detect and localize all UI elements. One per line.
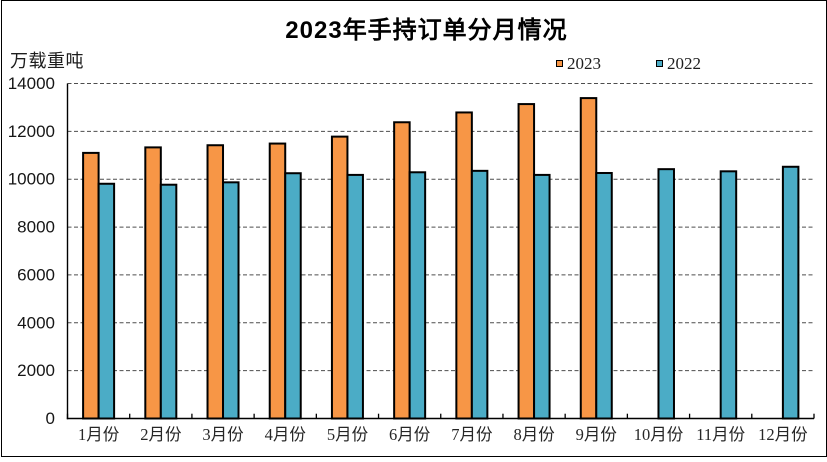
legend-item-2023: 2023 xyxy=(556,53,601,73)
x-tick-label-9月份: 9月份 xyxy=(576,425,618,444)
y-tick-label-10000: 10000 xyxy=(8,170,55,189)
bar-2023-3月份 xyxy=(206,144,225,420)
x-tick-label-2月份: 2月份 xyxy=(140,425,182,444)
bar-2022-5月份 xyxy=(346,173,364,420)
bar-2022-4月份 xyxy=(284,172,302,420)
bar-2022-3月份 xyxy=(222,181,240,420)
y-tick-label-2000: 2000 xyxy=(17,361,55,380)
y-axis-unit-label: 万载重吨 xyxy=(10,51,84,71)
bar-2023-4月份 xyxy=(268,142,287,420)
chart-title: 2023年手持订单分月情况 xyxy=(285,17,568,44)
bar-2022-6月份 xyxy=(408,171,427,420)
x-tick-label-8月份: 8月份 xyxy=(513,425,555,444)
bar-2023-8月份 xyxy=(517,103,536,420)
y-tick-label-0: 0 xyxy=(46,409,55,428)
bar-2022-11月份 xyxy=(719,170,738,420)
legend-label-2022: 2022 xyxy=(667,53,701,73)
x-tick-label-11月份: 11月份 xyxy=(696,425,745,444)
y-tick-label-14000: 14000 xyxy=(8,74,55,93)
y-tick-label-8000: 8000 xyxy=(17,218,55,237)
bar-2022-8月份 xyxy=(533,173,551,420)
bar-2023-5月份 xyxy=(330,135,349,420)
x-tick-label-3月份: 3月份 xyxy=(202,425,244,444)
x-tick-label-7月份: 7月份 xyxy=(451,425,493,444)
x-tick-label-4月份: 4月份 xyxy=(265,425,307,444)
bar-2022-12月份 xyxy=(781,165,800,420)
bar-2022-2月份 xyxy=(159,183,178,420)
y-tick-label-12000: 12000 xyxy=(8,122,55,141)
y-tick-label-4000: 4000 xyxy=(17,313,55,332)
bar-2022-10月份 xyxy=(657,168,675,420)
legend-swatch-2022 xyxy=(656,59,663,67)
legend-item-2022: 2022 xyxy=(656,53,701,73)
y-tick-label-6000: 6000 xyxy=(17,265,55,284)
bar-2022-1月份 xyxy=(97,182,116,420)
legend-swatch-2023 xyxy=(556,59,563,67)
x-tick-label-6月份: 6月份 xyxy=(389,425,431,444)
bar-2022-9月份 xyxy=(595,171,613,420)
bar-2023-6月份 xyxy=(393,121,411,420)
legend-label-2023: 2023 xyxy=(567,53,601,73)
bar-2023-1月份 xyxy=(82,151,100,420)
x-tick-label-1月份: 1月份 xyxy=(78,425,120,444)
x-tick-label-10月份: 10月份 xyxy=(634,425,684,444)
x-tick-label-5月份: 5月份 xyxy=(327,425,369,444)
bar-2023-2月份 xyxy=(144,146,162,420)
bar-2023-9月份 xyxy=(579,97,598,420)
bar-2022-7月份 xyxy=(470,169,489,420)
bar-2023-7月份 xyxy=(455,111,473,420)
x-tick-label-12月份: 12月份 xyxy=(758,425,808,444)
